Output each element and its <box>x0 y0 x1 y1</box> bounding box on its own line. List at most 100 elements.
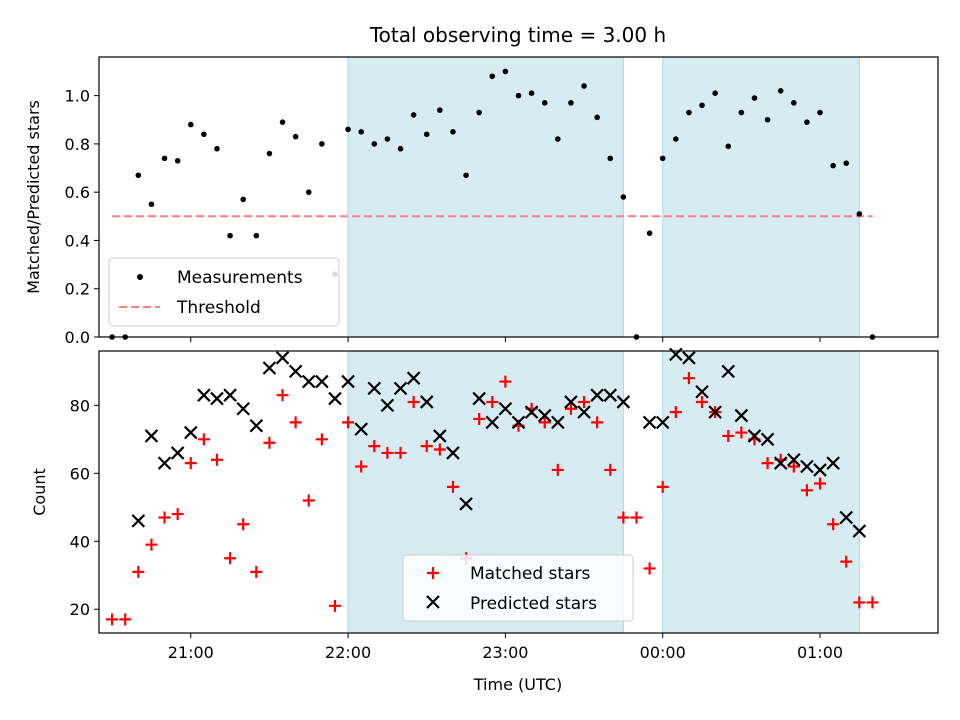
y-tick-label: 1.0 <box>65 87 90 106</box>
bottom-legend-box <box>402 554 634 622</box>
top-panel: 0.0 0.2 0.4 0.6 0.8 1.0 Matched/Predicted sta… <box>24 56 939 347</box>
measurement-point <box>240 196 247 203</box>
predicted-star-point <box>734 408 749 423</box>
measurement-point <box>397 145 404 152</box>
matched-star-point <box>420 440 433 453</box>
measurement-point <box>345 126 351 133</box>
measurement-point <box>725 143 732 150</box>
measurement-point <box>817 109 823 116</box>
predicted-star-point <box>459 497 473 511</box>
measurement-point <box>148 201 155 208</box>
matched-star-point <box>473 412 486 425</box>
observing-interval <box>662 350 860 634</box>
matched-star-point <box>787 460 800 473</box>
chart-title: Total observing time = 3.00 h <box>369 23 666 47</box>
legend-predicted-marker <box>426 595 440 609</box>
predicted-star-point <box>144 429 159 443</box>
matched-star-point <box>184 457 197 470</box>
matched-star-point <box>669 406 682 419</box>
predicted-star-point <box>682 351 696 365</box>
measurement-point <box>843 160 850 167</box>
predicted-star-point <box>275 351 290 365</box>
measurement-point <box>646 230 653 237</box>
predicted-star-point <box>616 395 631 409</box>
legend-predicted-label: Predicted stars <box>470 594 597 614</box>
predicted-star-point <box>328 391 342 406</box>
measurement-point <box>555 136 561 142</box>
measurement-point <box>594 114 600 121</box>
measurement-point <box>686 109 692 116</box>
matched-star-point <box>407 395 420 408</box>
measurement-point <box>541 100 548 106</box>
matched-star-point <box>722 429 735 442</box>
matched-star-point <box>342 416 355 429</box>
matched-star-point <box>446 480 459 493</box>
predicted-star-point <box>787 452 801 467</box>
measurement-point <box>790 100 797 106</box>
y-tick-label: 0.2 <box>65 280 90 299</box>
measurement-point <box>135 172 142 179</box>
measurement-point <box>568 100 574 106</box>
matched-star-point <box>224 552 237 565</box>
matched-star-point <box>735 426 748 439</box>
y-tick-label: 0.4 <box>65 231 90 250</box>
bottom-y-ticks: 20 40 60 80 <box>70 396 99 619</box>
x-tick-label: 23:00 <box>482 643 528 662</box>
predicted-star-point <box>537 408 552 423</box>
predicted-star-point <box>511 415 526 430</box>
predicted-star-point <box>315 374 329 389</box>
y-tick-label: 80 <box>70 396 90 415</box>
predicted-star-point <box>577 405 591 419</box>
predicted-star-point <box>183 425 198 440</box>
predicted-star-point <box>590 388 604 402</box>
top-shaded-intervals <box>347 56 860 338</box>
bottom-panel: 20 40 60 80 21:00 22:00 23:00 00:00 01:00 Count… <box>30 347 939 694</box>
matched-star-point <box>381 446 394 459</box>
predicted-star-point <box>813 463 827 477</box>
predicted-star-point <box>433 429 447 443</box>
measurement-point <box>384 136 391 142</box>
matched-star-point <box>368 440 381 453</box>
measurement-point <box>607 155 614 162</box>
measurement-point <box>437 107 443 113</box>
matched-star-point <box>237 518 250 531</box>
matched-star-point <box>328 599 341 612</box>
y-tick-label: 20 <box>70 600 90 619</box>
measurement-point <box>371 141 378 147</box>
matched-star-point <box>591 416 604 429</box>
predicted-star-point <box>301 374 316 389</box>
matched-star-point <box>250 565 263 578</box>
bottom-legend: Matched stars Predicted stars <box>402 554 634 622</box>
matched-star-point <box>656 480 669 493</box>
predicted-star-point <box>760 432 775 447</box>
x-tick-label: 22:00 <box>325 643 371 662</box>
matched-star-point <box>263 436 276 449</box>
measurement-point <box>751 95 758 101</box>
predicted-star-point <box>236 401 250 416</box>
legend-threshold-label: Threshold <box>176 298 261 318</box>
predicted-star-point <box>669 347 683 362</box>
predicted-star-point <box>564 395 578 409</box>
predicted-star-point <box>472 391 486 406</box>
matched-star-point <box>433 443 446 456</box>
measurement-point <box>699 102 705 109</box>
matched-star-point <box>302 494 315 507</box>
matched-star-point <box>696 395 709 408</box>
measurement-point <box>214 145 220 152</box>
predicted-star-point <box>498 401 513 416</box>
predicted-star-point <box>354 422 368 436</box>
matched-star-point <box>853 596 866 609</box>
matched-star-point <box>578 395 591 408</box>
predicted-star-point <box>157 456 172 470</box>
measurement-point <box>450 129 456 135</box>
measurement-point <box>201 131 207 138</box>
predicted-star-point <box>551 415 565 430</box>
predicted-star-point <box>708 405 722 419</box>
measurement-point <box>423 131 430 138</box>
matched-star-point <box>106 613 119 626</box>
predicted-star-point <box>695 384 709 399</box>
predicted-star-point <box>524 405 539 419</box>
matched-star-point <box>355 460 368 473</box>
top-y-axis-label: Matched/Predicted stars <box>24 100 43 294</box>
